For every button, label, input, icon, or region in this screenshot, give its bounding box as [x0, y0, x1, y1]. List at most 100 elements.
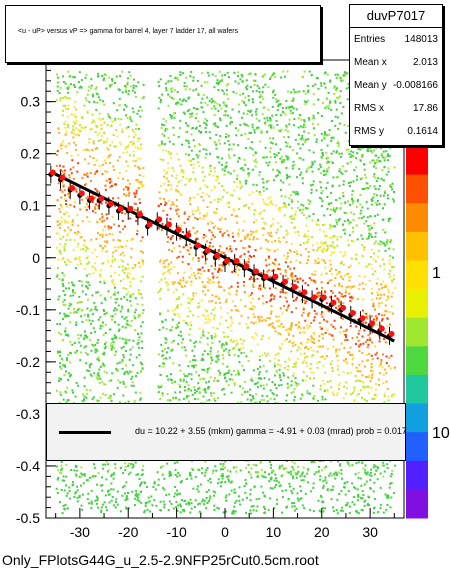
- density-cell: [130, 256, 133, 259]
- density-cell: [286, 382, 289, 385]
- density-cell: [91, 320, 94, 322]
- density-cell: [326, 390, 329, 393]
- density-cell: [248, 206, 251, 209]
- density-cell: [179, 237, 182, 240]
- density-cell: [214, 170, 216, 173]
- density-cell: [188, 394, 191, 397]
- density-cell: [93, 463, 95, 466]
- density-cell: [266, 180, 268, 183]
- density-cell: [94, 269, 97, 271]
- density-cell: [205, 214, 208, 217]
- density-cell: [258, 96, 261, 99]
- density-cell: [199, 341, 201, 343]
- density-cell: [252, 231, 255, 233]
- density-cell: [104, 162, 107, 165]
- density-cell: [191, 210, 194, 213]
- density-cell: [118, 104, 121, 107]
- density-cell: [313, 338, 316, 341]
- density-cell: [207, 314, 210, 317]
- density-cell: [325, 355, 328, 358]
- density-cell: [316, 77, 319, 80]
- density-cell: [379, 194, 382, 197]
- density-cell: [237, 144, 240, 147]
- density-cell: [191, 112, 194, 115]
- density-cell: [335, 207, 338, 210]
- density-cell: [75, 190, 78, 193]
- density-cell: [210, 231, 213, 234]
- density-cell: [94, 101, 97, 104]
- density-cell: [60, 142, 63, 145]
- density-cell: [68, 302, 71, 305]
- density-cell: [337, 374, 340, 376]
- density-cell: [359, 203, 362, 206]
- density-cell: [223, 232, 226, 234]
- density-cell: [82, 248, 85, 251]
- density-cell: [175, 326, 178, 329]
- density-cell: [130, 319, 133, 322]
- density-cell: [285, 124, 288, 127]
- density-cell: [342, 106, 345, 108]
- density-cell: [202, 179, 205, 182]
- density-cell: [114, 117, 117, 120]
- density-cell: [66, 124, 69, 126]
- density-cell: [204, 101, 207, 104]
- density-cell: [58, 401, 61, 404]
- density-cell: [380, 177, 383, 180]
- density-cell: [224, 110, 227, 113]
- density-cell: [225, 380, 228, 383]
- density-cell: [179, 71, 182, 74]
- density-cell: [183, 271, 186, 274]
- density-cell: [337, 176, 339, 179]
- density-cell: [293, 226, 296, 229]
- density-cell: [99, 327, 102, 330]
- density-cell: [254, 152, 257, 154]
- density-cell: [214, 465, 217, 468]
- density-cell: [254, 158, 257, 161]
- density-cell: [185, 396, 188, 399]
- density-cell: [183, 389, 186, 392]
- density-cell: [330, 191, 333, 194]
- density-cell: [278, 315, 281, 318]
- density-cell: [345, 358, 347, 360]
- density-cell: [78, 124, 81, 127]
- density-cell: [360, 177, 363, 180]
- density-cell: [201, 281, 204, 283]
- density-cell: [213, 187, 216, 189]
- density-cell: [275, 320, 278, 323]
- density-cell: [98, 164, 101, 167]
- density-cell: [67, 215, 70, 218]
- density-cell: [224, 377, 226, 380]
- density-cell: [213, 314, 216, 317]
- density-cell: [303, 100, 306, 103]
- density-cell: [197, 268, 200, 271]
- density-cell: [235, 344, 238, 347]
- density-cell: [213, 307, 216, 309]
- density-cell: [92, 95, 94, 98]
- density-cell: [365, 385, 368, 388]
- density-cell: [110, 265, 112, 267]
- density-cell: [190, 284, 193, 287]
- density-cell: [325, 465, 328, 468]
- density-cell: [253, 322, 255, 325]
- density-cell: [213, 167, 216, 169]
- density-cell: [86, 110, 89, 113]
- density-cell: [66, 386, 69, 389]
- density-cell: [117, 88, 120, 91]
- density-cell: [190, 267, 193, 270]
- density-cell: [262, 198, 264, 201]
- density-cell: [134, 164, 137, 167]
- density-cell: [264, 121, 267, 124]
- density-cell: [113, 309, 116, 312]
- density-cell: [323, 169, 325, 172]
- density-cell: [208, 229, 211, 232]
- density-cell: [273, 250, 276, 253]
- density-cell: [109, 186, 112, 189]
- density-cell: [288, 123, 291, 126]
- density-cell: [115, 75, 118, 78]
- density-cell: [60, 220, 63, 223]
- density-cell: [171, 348, 174, 351]
- density-cell: [103, 141, 105, 144]
- density-cell: [319, 345, 322, 348]
- density-cell: [221, 74, 224, 77]
- density-cell: [305, 361, 308, 364]
